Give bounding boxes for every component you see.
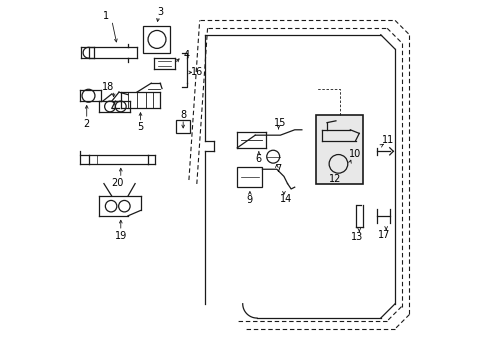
Bar (237, 167, 262, 187)
Text: 11: 11 (381, 135, 393, 145)
Text: 7: 7 (275, 164, 281, 174)
Text: 8: 8 (180, 111, 186, 121)
Text: 4: 4 (183, 50, 189, 60)
Bar (143, 26, 170, 53)
Text: 2: 2 (83, 120, 90, 129)
Text: 9: 9 (246, 195, 252, 206)
Text: 18: 18 (102, 82, 114, 92)
Text: 16: 16 (191, 67, 203, 77)
Bar (176, 120, 190, 134)
Text: 13: 13 (350, 232, 363, 242)
Text: 20: 20 (111, 177, 123, 188)
Text: 1: 1 (103, 11, 109, 21)
Text: 12: 12 (328, 174, 340, 184)
Text: 17: 17 (377, 230, 390, 239)
Text: 3: 3 (157, 7, 163, 17)
Text: 10: 10 (348, 149, 360, 159)
Text: 14: 14 (279, 194, 291, 204)
Text: 6: 6 (255, 154, 262, 164)
Text: 19: 19 (114, 231, 127, 240)
Text: 15: 15 (274, 118, 286, 128)
Text: 5: 5 (137, 122, 143, 132)
Bar (316, 116, 362, 184)
